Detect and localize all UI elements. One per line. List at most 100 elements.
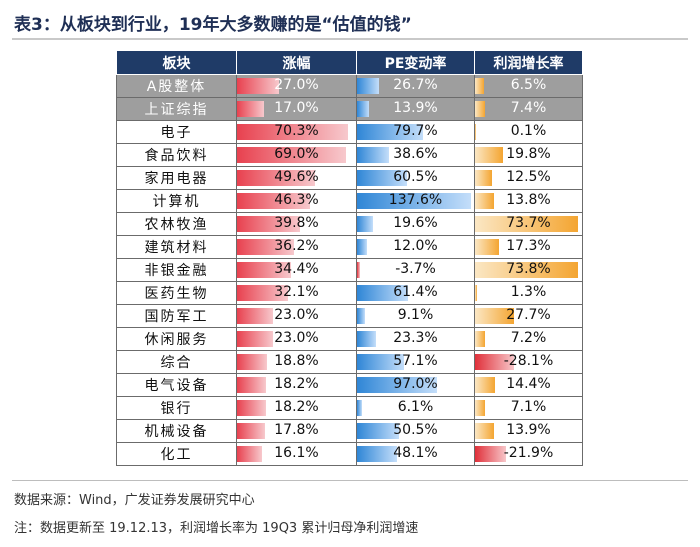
pe-change-cell: 19.6% [356,212,475,236]
sector-name: 食品饮料 [116,143,237,167]
table-row: 休闲服务 23.0% 23.3% 7.2% [116,327,583,351]
gain-value: 69.0% [274,146,319,162]
gain-value: 49.6% [274,169,319,185]
profit-growth-bar [475,193,495,209]
pe-change-cell: 38.6% [356,143,475,167]
table-row: 家用电器 49.6% 60.5% 12.5% [116,166,583,190]
profit-growth-cell: 0.1% [474,120,583,144]
gain-bar [237,446,263,462]
profit-growth-cell: 19.8% [474,143,583,167]
pe-change-cell: 137.6% [356,189,475,213]
profit-growth-bar [475,377,496,393]
gain-value: 18.2% [274,376,319,392]
gain-bar [237,239,294,255]
pe-change-cell: 26.7% [356,74,475,98]
pe-change-value: 97.0% [393,376,438,392]
profit-growth-bar [475,170,493,186]
table-row: 建筑材料 36.2% 12.0% 17.3% [116,235,583,259]
header-gain: 涨幅 [236,50,357,75]
table-row: 上证综指 17.0% 13.9% 7.4% [116,97,583,121]
gain-cell: 39.8% [236,212,357,236]
profit-growth-bar [475,216,578,232]
profit-growth-bar [475,423,495,439]
sector-name: 家用电器 [116,166,237,190]
profit-growth-value: 12.5% [506,169,551,185]
pe-change-value: 137.6% [388,192,443,208]
gain-bar [237,124,348,140]
pe-change-bar [357,446,397,462]
gain-cell: 18.8% [236,350,357,374]
gain-value: 17.0% [274,100,319,116]
header-profit-growth: 利润增长率 [474,50,583,75]
profit-growth-value: 1.3% [510,284,547,300]
pe-change-bar [357,170,408,186]
profit-growth-cell: 1.3% [474,281,583,305]
profit-growth-cell: 73.8% [474,258,583,282]
pe-change-cell: -3.7% [356,258,475,282]
gain-value: 23.0% [274,330,319,346]
gain-bar [237,423,265,439]
gain-value: 32.1% [274,284,319,300]
pe-change-cell: 12.0% [356,235,475,259]
gain-bar [237,78,280,94]
pe-change-cell: 48.1% [356,442,475,466]
sector-name: 上证综指 [116,97,237,121]
profit-growth-cell: 6.5% [474,74,583,98]
table-title: 表3：从板块到行业，19年大多数赚的是“估值的钱” [14,15,412,35]
pe-change-bar [357,308,365,324]
gain-bar [237,285,288,301]
gain-bar [237,147,346,163]
pe-change-cell: 6.1% [356,396,475,420]
profit-growth-cell: 7.4% [474,97,583,121]
gain-cell: 32.1% [236,281,357,305]
gain-value: 34.4% [274,261,319,277]
gain-bar [237,170,316,186]
pe-change-bar [357,124,424,140]
profit-growth-value: 7.2% [510,330,547,346]
table-header-row: 板块 涨幅 PE变动率 利润增长率 [116,50,583,75]
table-row: 非银金融 34.4% -3.7% 73.8% [116,258,583,282]
gain-value: 23.0% [274,307,319,323]
profit-growth-value: 73.7% [506,215,551,231]
pe-change-bar [357,147,389,163]
gain-value: 17.8% [274,422,319,438]
header-pe-change: PE变动率 [356,50,475,75]
pe-change-bar [357,285,408,301]
pe-change-bar [357,331,377,347]
pe-change-bar [357,193,471,209]
pe-change-cell: 97.0% [356,373,475,397]
sector-name: 建筑材料 [116,235,237,259]
profit-growth-value: -21.9% [503,445,554,461]
sector-name: 农林牧渔 [116,212,237,236]
gain-cell: 36.2% [236,235,357,259]
table-row: 电子 70.3% 79.7% 0.1% [116,120,583,144]
table-row: A股整体 27.0% 26.7% 6.5% [116,74,583,98]
profit-growth-bar [475,147,503,163]
profit-growth-bar [475,101,486,117]
profit-growth-bar [475,78,485,94]
profit-growth-value: 13.9% [506,422,551,438]
sector-name: A股整体 [116,74,237,98]
profit-growth-value: 7.4% [510,100,547,116]
profit-growth-bar [475,354,515,370]
gain-value: 46.3% [274,192,319,208]
profit-growth-bar [475,239,500,255]
profit-growth-value: 73.8% [506,261,551,277]
gain-cell: 18.2% [236,373,357,397]
header-sector: 板块 [116,50,237,75]
gain-bar [237,354,267,370]
pe-change-cell: 60.5% [356,166,475,190]
sector-name: 休闲服务 [116,327,237,351]
gain-cell: 23.0% [236,327,357,351]
pe-change-bar [357,354,405,370]
pe-change-value: 48.1% [393,445,438,461]
pe-change-value: 9.1% [397,307,434,323]
pe-change-cell: 50.5% [356,419,475,443]
pe-change-value: 79.7% [393,123,438,139]
profit-growth-bar [475,262,578,278]
gain-bar [237,262,292,278]
gain-bar [237,308,274,324]
pe-change-cell: 23.3% [356,327,475,351]
gain-cell: 34.4% [236,258,357,282]
pe-change-value: 60.5% [393,169,438,185]
